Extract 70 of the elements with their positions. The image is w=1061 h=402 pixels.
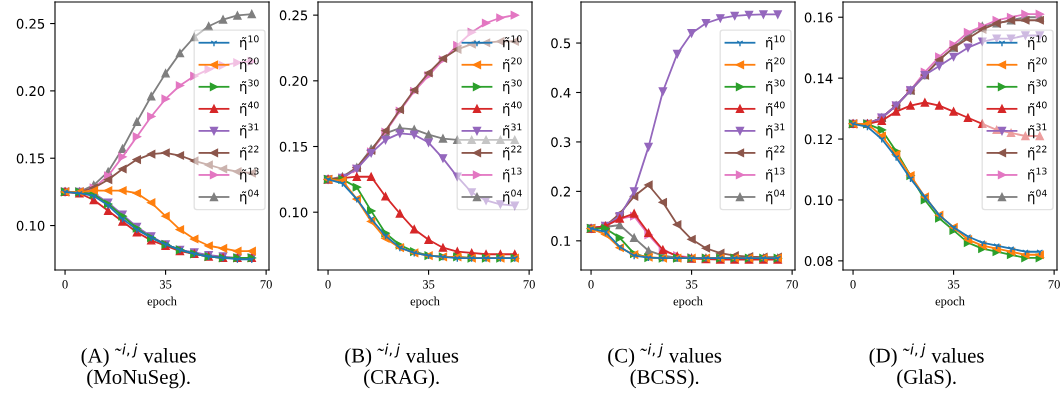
legend-label: η̃$^{40}$ bbox=[503, 101, 522, 117]
legend-label: η̃$^{13}$ bbox=[1028, 167, 1047, 183]
y-tick-label: 0.1 bbox=[551, 236, 571, 247]
legend-label: η̃$^{04}$ bbox=[503, 189, 522, 205]
legend-label: η̃$^{30}$ bbox=[1028, 79, 1047, 95]
legend-label: η̃$^{30}$ bbox=[766, 79, 785, 95]
x-tick-label: 35 bbox=[685, 280, 698, 289]
text: (D) ˜$^{i,j}$ values (GlaS). bbox=[869, 343, 984, 389]
x-axis-title: epoch bbox=[410, 296, 440, 308]
y-tick-label: 0.08 bbox=[804, 256, 833, 267]
x-tick-label: 0 bbox=[850, 280, 856, 289]
legend-label: η̃$^{13}$ bbox=[503, 167, 522, 183]
y-tick-label: 0.10 bbox=[279, 207, 308, 218]
y-tick-label: 0.25 bbox=[16, 18, 45, 29]
x-tick-label: 0 bbox=[588, 280, 594, 289]
legend-label: η̃$^{04}$ bbox=[1028, 189, 1047, 205]
legend-label: η̃$^{31}$ bbox=[503, 123, 522, 139]
x-axis-title: epoch bbox=[673, 296, 703, 308]
x-tick-label: 35 bbox=[159, 280, 172, 289]
legend-label: η̃$^{31}$ bbox=[766, 123, 785, 139]
legend-label: η̃$^{22}$ bbox=[240, 145, 259, 161]
text: (C) ˜$^{i,j}$ values (BCSS). bbox=[608, 343, 722, 389]
y-tick-label: 0.20 bbox=[279, 76, 308, 87]
legend-label: η̃$^{20}$ bbox=[240, 57, 259, 73]
x-tick-label: 0 bbox=[325, 280, 331, 289]
y-tick-label: 0.5 bbox=[551, 38, 571, 49]
legend-label: η̃$^{20}$ bbox=[503, 57, 522, 73]
y-tick-label: 0.12 bbox=[804, 134, 832, 145]
legend-label: η̃$^{04}$ bbox=[766, 189, 785, 205]
legend-label: η̃$^{20}$ bbox=[1028, 57, 1047, 73]
y-tick-label: 0.15 bbox=[16, 153, 45, 164]
y-tick-label: 0.3 bbox=[551, 137, 571, 148]
legend-label: η̃$^{13}$ bbox=[766, 167, 785, 183]
y-tick-label: 0.10 bbox=[804, 195, 833, 206]
y-tick-label: 0.2 bbox=[551, 186, 570, 197]
legend-label: η̃$^{20}$ bbox=[766, 57, 785, 73]
y-tick-label: 0.4 bbox=[551, 87, 571, 98]
legend-label: η̃$^{22}$ bbox=[1028, 145, 1047, 161]
y-tick-label: 0.25 bbox=[279, 10, 308, 21]
x-tick-label: 70 bbox=[523, 280, 535, 289]
legend-label: η̃$^{10}$ bbox=[766, 35, 785, 51]
y-tick-label: 0.15 bbox=[279, 141, 308, 152]
y-tick-label: 0.14 bbox=[804, 73, 833, 84]
x-tick-label: 70 bbox=[260, 280, 272, 289]
text: (A) ˜$^{i,j}$ values (MoNuSeg). bbox=[81, 343, 196, 389]
x-tick-label: 70 bbox=[1048, 280, 1060, 289]
legend-label: η̃$^{40}$ bbox=[766, 101, 785, 117]
legend-label: η̃$^{13}$ bbox=[240, 167, 259, 183]
legend-label: η̃$^{10}$ bbox=[240, 35, 259, 51]
legend-label: η̃$^{22}$ bbox=[503, 145, 522, 161]
text: (B) ˜$^{i,j}$ values (CRAG). bbox=[345, 343, 459, 389]
legend-label: η̃$^{40}$ bbox=[240, 101, 259, 117]
legend-label: η̃$^{30}$ bbox=[503, 79, 522, 95]
x-axis-title: epoch bbox=[935, 296, 965, 308]
legend-label: η̃$^{31}$ bbox=[1028, 123, 1047, 139]
legend-label: η̃$^{10}$ bbox=[503, 35, 522, 51]
x-tick-label: 35 bbox=[947, 280, 960, 289]
legend-label: η̃$^{40}$ bbox=[1028, 101, 1047, 117]
legend-label: η̃$^{10}$ bbox=[1028, 35, 1047, 51]
y-tick-label: 0.10 bbox=[16, 220, 45, 231]
x-tick-label: 70 bbox=[786, 280, 798, 289]
legend-label: η̃$^{04}$ bbox=[240, 189, 259, 205]
y-tick-label: 0.16 bbox=[804, 12, 833, 23]
x-tick-label: 0 bbox=[62, 280, 68, 289]
x-axis-title: epoch bbox=[147, 296, 177, 308]
legend-label: η̃$^{22}$ bbox=[766, 145, 785, 161]
legend-label: η̃$^{31}$ bbox=[240, 123, 259, 139]
y-tick-label: 0.20 bbox=[16, 86, 45, 97]
legend-label: η̃$^{30}$ bbox=[240, 79, 259, 95]
x-tick-label: 35 bbox=[422, 280, 435, 289]
